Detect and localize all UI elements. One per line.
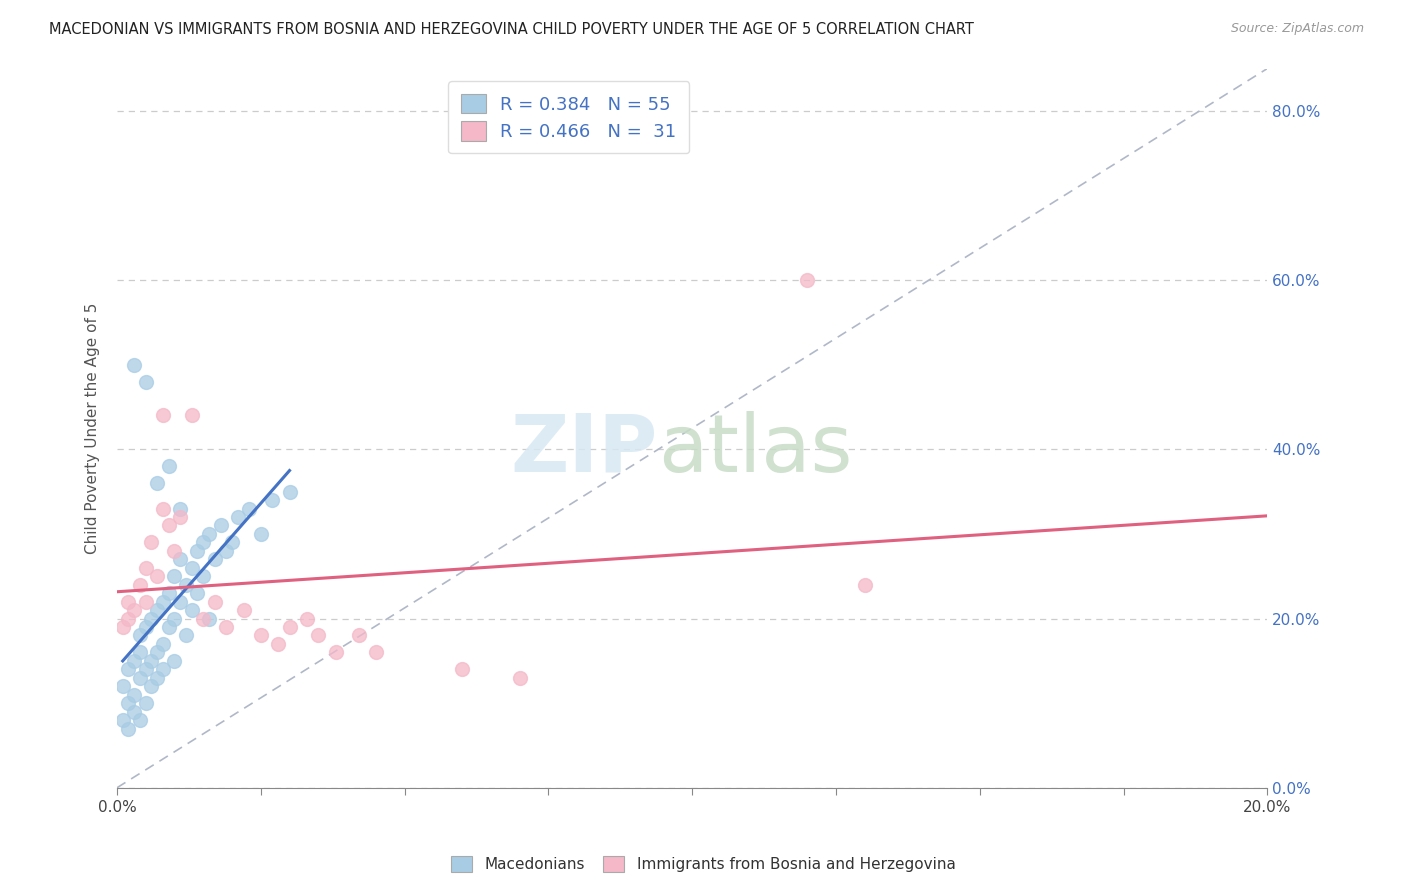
Point (249, 527, 271, 541)
Point (111, 713, 134, 727)
Point (117, 696, 139, 710)
Point (157, 518, 180, 533)
Point (238, 501, 260, 516)
Point (135, 696, 157, 710)
Point (129, 577, 152, 591)
Point (204, 594, 226, 608)
Point (193, 535, 215, 549)
Point (146, 645, 169, 659)
Point (141, 679, 163, 693)
Point (129, 645, 152, 659)
Y-axis label: Child Poverty Under the Age of 5: Child Poverty Under the Age of 5 (86, 302, 100, 554)
Point (117, 722, 139, 736)
Point (111, 679, 134, 693)
Point (267, 637, 290, 651)
Point (157, 620, 180, 634)
Point (325, 645, 347, 659)
Point (193, 611, 215, 625)
Point (146, 569, 169, 583)
Point (135, 375, 157, 389)
Point (169, 594, 191, 608)
Point (152, 409, 174, 423)
Point (169, 510, 191, 524)
Point (278, 484, 301, 499)
Point (122, 358, 145, 372)
Point (135, 620, 157, 634)
Point (146, 671, 169, 685)
Point (249, 628, 271, 642)
Point (117, 594, 139, 608)
Point (163, 569, 186, 583)
Point (307, 628, 329, 642)
Point (209, 518, 232, 533)
Point (193, 569, 215, 583)
Point (122, 654, 145, 668)
Point (117, 611, 139, 625)
Point (129, 628, 152, 642)
Point (198, 527, 221, 541)
Text: atlas: atlas (658, 410, 852, 489)
Point (157, 586, 180, 600)
Text: ZIP: ZIP (510, 410, 658, 489)
Point (152, 501, 174, 516)
Point (180, 409, 202, 423)
Text: Source: ZipAtlas.com: Source: ZipAtlas.com (1230, 22, 1364, 36)
Point (157, 459, 180, 474)
Legend: R = 0.384   N = 55, R = 0.466   N =  31: R = 0.384 N = 55, R = 0.466 N = 31 (449, 81, 689, 153)
Point (122, 705, 145, 719)
Point (198, 611, 221, 625)
Point (129, 713, 152, 727)
Point (163, 544, 186, 558)
Point (111, 620, 134, 634)
Point (215, 620, 238, 634)
Point (796, 273, 818, 287)
Point (141, 654, 163, 668)
Point (186, 544, 208, 558)
Point (152, 637, 174, 651)
Point (163, 654, 186, 668)
Point (174, 628, 197, 642)
Point (174, 577, 197, 591)
Legend: Macedonians, Immigrants from Bosnia and Herzegovina: Macedonians, Immigrants from Bosnia and … (443, 848, 963, 880)
Point (146, 476, 169, 491)
Point (232, 603, 254, 617)
Point (221, 535, 243, 549)
Point (364, 645, 387, 659)
Point (347, 628, 370, 642)
Point (135, 560, 157, 574)
Point (163, 611, 186, 625)
Point (186, 586, 208, 600)
Point (122, 603, 145, 617)
Point (152, 594, 174, 608)
Point (204, 552, 226, 566)
Point (295, 611, 318, 625)
Point (226, 510, 249, 524)
Point (262, 493, 284, 508)
Text: MACEDONIAN VS IMMIGRANTS FROM BOSNIA AND HERZEGOVINA CHILD POVERTY UNDER THE AGE: MACEDONIAN VS IMMIGRANTS FROM BOSNIA AND… (49, 22, 974, 37)
Point (180, 603, 202, 617)
Point (180, 560, 202, 574)
Point (215, 544, 238, 558)
Point (169, 552, 191, 566)
Point (278, 620, 301, 634)
Point (129, 671, 152, 685)
Point (135, 662, 157, 676)
Point (141, 535, 163, 549)
Point (853, 577, 876, 591)
Point (135, 594, 157, 608)
Point (169, 501, 191, 516)
Point (509, 671, 531, 685)
Point (152, 662, 174, 676)
Point (117, 662, 139, 676)
Point (451, 662, 474, 676)
Point (122, 688, 145, 702)
Point (146, 603, 169, 617)
Point (141, 611, 163, 625)
